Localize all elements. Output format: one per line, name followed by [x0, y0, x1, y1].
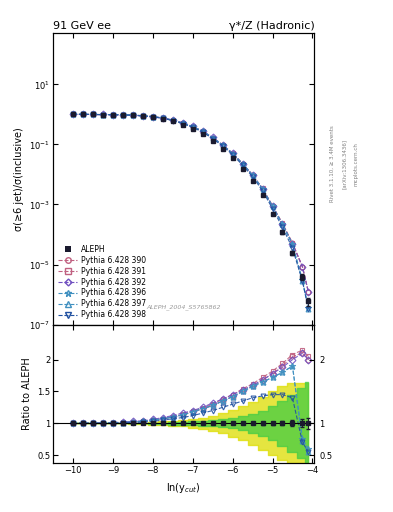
X-axis label: ln(y$_{cut}$): ln(y$_{cut}$) [167, 481, 201, 495]
Y-axis label: Ratio to ALEPH: Ratio to ALEPH [22, 357, 31, 431]
Text: γ*/Z (Hadronic): γ*/Z (Hadronic) [229, 21, 314, 31]
Text: ALEPH_2004_S5765862: ALEPH_2004_S5765862 [147, 304, 221, 310]
Legend: ALEPH, Pythia 6.428 390, Pythia 6.428 391, Pythia 6.428 392, Pythia 6.428 396, P: ALEPH, Pythia 6.428 390, Pythia 6.428 39… [57, 243, 148, 321]
Y-axis label: σ(≥6 jet)/σ(inclusive): σ(≥6 jet)/σ(inclusive) [14, 127, 24, 231]
Text: mcplots.cern.ch: mcplots.cern.ch [353, 142, 358, 186]
Text: Rivet 3.1.10, ≥ 3.4M events: Rivet 3.1.10, ≥ 3.4M events [330, 125, 334, 202]
Text: [arXiv:1306.3436]: [arXiv:1306.3436] [342, 139, 346, 189]
Text: 91 GeV ee: 91 GeV ee [53, 21, 111, 31]
